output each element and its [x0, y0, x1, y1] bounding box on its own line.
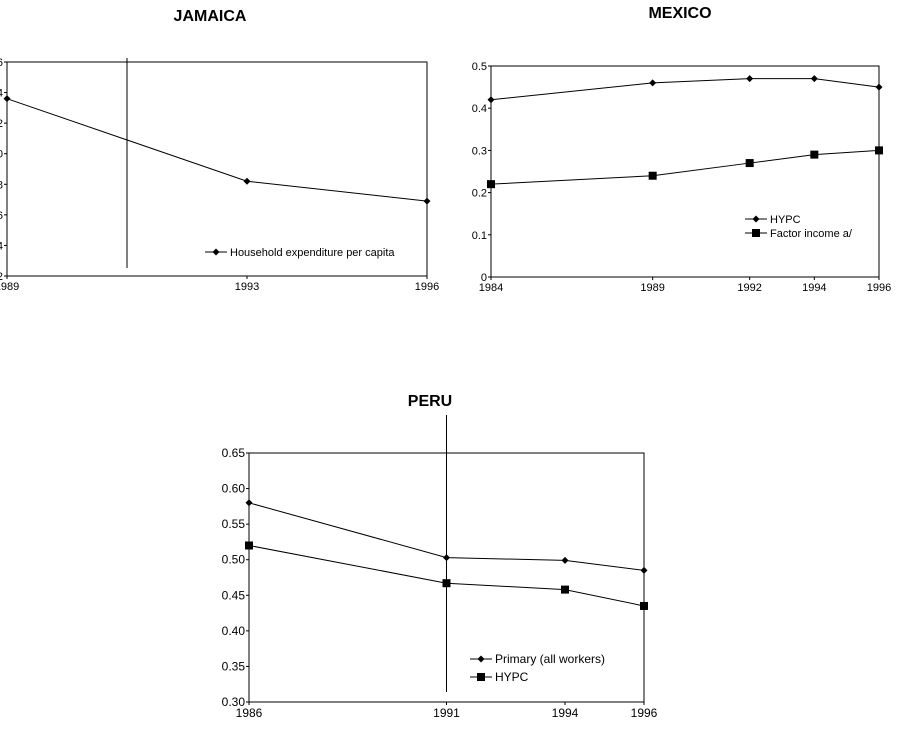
y-tick-label: 0.3 — [472, 145, 487, 157]
x-tick-label: 1996 — [867, 282, 891, 294]
y-tick-label: 0.32 — [0, 271, 3, 283]
y-tick-label: 0.34 — [0, 240, 3, 252]
data-point — [442, 579, 451, 588]
series-line-1 — [490, 149, 880, 185]
data-point — [243, 177, 251, 185]
y-tick-label: 0.38 — [0, 179, 3, 191]
data-point — [649, 79, 657, 87]
series-line-0 — [248, 502, 645, 571]
data-point — [640, 566, 648, 574]
y-tick-label: 0.2 — [472, 188, 487, 200]
chart-jamaica: 0.32 0.34 0.36 0.38 0.40 0.42 0.44 0.46 1989 1993… — [0, 57, 439, 293]
legend-marker — [477, 673, 485, 681]
y-tick-label: 0.35 — [222, 659, 246, 673]
y-tick-label: 0.5 — [472, 61, 487, 73]
legend-marker — [477, 655, 485, 663]
data-point — [648, 171, 657, 180]
x-tick-label: 1994 — [802, 282, 826, 294]
y-tick-label: 0 — [481, 272, 487, 284]
y-tick-label: 0.4 — [472, 103, 487, 115]
x-tick-label: 1993 — [235, 281, 259, 293]
plot-frame — [6, 61, 428, 277]
x-tick-label: 1996 — [415, 281, 439, 293]
data-point — [875, 146, 883, 155]
data-point — [745, 159, 754, 168]
y-tick-label: 0.55 — [222, 517, 246, 531]
series-line-0 — [6, 98, 428, 202]
y-tick-label: 0.60 — [222, 482, 246, 496]
chart-mexico: 0 0.1 0.2 0.3 0.4 0.5 1984 1989 1992 1994 1996 HYPC… — [472, 61, 892, 294]
y-tick-label: 0.30 — [222, 695, 246, 709]
plot-frame — [490, 65, 880, 278]
y-tick-label: 0.36 — [0, 210, 3, 222]
x-tick-label: 1989 — [0, 281, 19, 293]
x-tick-label: 1992 — [737, 282, 761, 294]
data-point — [3, 95, 11, 103]
data-point — [640, 601, 648, 610]
legend-label: HYPC — [495, 670, 529, 684]
x-tick-label: 1991 — [433, 706, 460, 720]
y-tick-label: 0.44 — [0, 88, 3, 100]
data-point — [245, 499, 253, 507]
chart-title-jamaica: JAMAICA — [173, 8, 247, 25]
y-tick-label: 0.45 — [222, 588, 246, 602]
data-point — [810, 150, 819, 159]
chart-peru: 0.30 0.35 0.40 0.45 0.50 0.55 0.60 0.65 1986 1991… — [222, 415, 658, 720]
x-tick-label: 1996 — [631, 706, 658, 720]
legend-marker — [212, 248, 220, 256]
x-tick-label: 1989 — [640, 282, 664, 294]
data-point — [875, 83, 883, 91]
series-line-0 — [490, 78, 880, 101]
x-tick-label: 1994 — [552, 706, 579, 720]
data-point — [443, 554, 450, 562]
legend-label: Factor income a/ — [770, 228, 853, 240]
legend-marker — [752, 229, 760, 237]
legend-label: Primary (all workers) — [495, 652, 605, 666]
y-tick-label: 0.40 — [0, 149, 3, 161]
data-point — [561, 556, 569, 564]
data-point — [810, 75, 818, 83]
x-tick-label: 1984 — [479, 282, 503, 294]
y-tick-label: 0.50 — [222, 553, 246, 567]
data-point — [245, 541, 253, 550]
legend-marker — [752, 215, 760, 223]
legend-label: HYPC — [770, 214, 801, 226]
y-tick-label: 0.40 — [222, 624, 246, 638]
data-point — [561, 585, 569, 594]
y-tick-label: 0.46 — [0, 57, 3, 69]
data-point — [487, 180, 495, 189]
data-point — [487, 96, 495, 104]
y-tick-label: 0.65 — [222, 446, 246, 460]
chart-title-mexico: MEXICO — [648, 5, 712, 22]
data-point — [423, 197, 431, 205]
legend-label: Household expenditure per capita — [230, 247, 395, 259]
x-tick-label: 1986 — [236, 706, 263, 720]
series-line-1 — [248, 544, 645, 607]
data-point — [746, 75, 754, 83]
y-tick-label: 0.1 — [472, 230, 487, 242]
y-tick-label: 0.42 — [0, 118, 3, 130]
chart-title-peru: PERU — [407, 393, 453, 410]
